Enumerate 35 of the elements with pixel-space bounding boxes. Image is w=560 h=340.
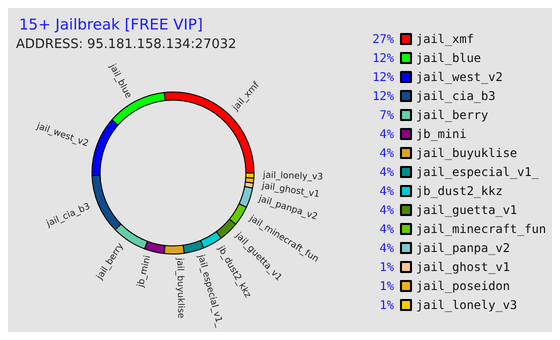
data-label: 1%	[380, 260, 395, 274]
legend-label: jail_panpa_v2	[416, 241, 510, 255]
legend-label: jail_cia_b3	[416, 89, 496, 103]
data-label: 4%	[380, 146, 395, 160]
legend-label: jb_dust2_kkz	[416, 184, 503, 198]
legend-label: jb_mini	[416, 127, 467, 141]
legend-label: jail_minecraft_fun	[416, 222, 546, 236]
data-label: 4%	[380, 127, 395, 141]
legend-label: jail_guetta_v1	[416, 203, 518, 217]
legend-label: jail_especial_v1_	[416, 165, 540, 179]
data-label: 1%	[380, 298, 395, 312]
slice-label: jb_mini	[136, 254, 154, 290]
legend-label: jail_lonely_v3	[416, 298, 518, 312]
data-label: 4%	[380, 165, 395, 179]
data-label: 4%	[380, 184, 395, 198]
data-label: 7%	[380, 108, 395, 122]
legend-label: jail_ghost_v1	[416, 260, 510, 274]
data-label: 27%	[372, 32, 395, 46]
data-label: 4%	[380, 241, 395, 255]
legend-label: jail_blue	[416, 51, 482, 65]
legend-label: jail_poseidon	[416, 279, 510, 293]
legend-label: jail_buyuklise	[416, 146, 518, 160]
data-label: 4%	[380, 203, 395, 217]
slice-label: jail_buyuklise	[174, 256, 186, 319]
data-label: 12%	[372, 89, 395, 103]
legend-label: jail_berry	[416, 108, 488, 122]
legend-label: jail_xmf	[416, 32, 474, 46]
data-label: 4%	[380, 222, 395, 236]
text: ADDRESS: 95.181.158.134:27032	[16, 37, 236, 52]
data-label: 12%	[372, 51, 395, 65]
data-label: 12%	[372, 70, 395, 84]
data-label: 1%	[380, 279, 395, 293]
legend-label: jail_west_v2	[416, 70, 503, 84]
chart-title: 15+ Jailbreak [FREE VIP]	[19, 16, 203, 34]
slice-label: jail_lonely_v3	[262, 170, 324, 183]
